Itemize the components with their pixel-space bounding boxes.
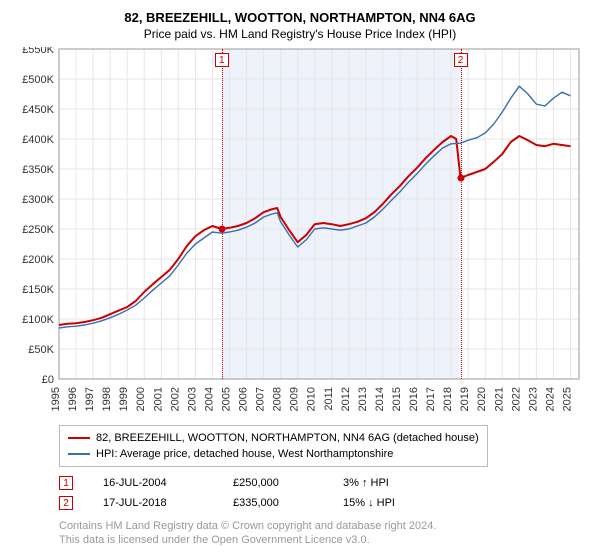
- legend-label: HPI: Average price, detached house, West…: [96, 446, 393, 462]
- svg-text:2013: 2013: [357, 387, 369, 411]
- sale-marker-box: 1: [59, 476, 73, 490]
- svg-text:1998: 1998: [101, 387, 113, 411]
- svg-text:2002: 2002: [169, 387, 181, 411]
- svg-text:2009: 2009: [289, 387, 301, 411]
- svg-text:2020: 2020: [476, 387, 488, 411]
- svg-text:2003: 2003: [186, 387, 198, 411]
- svg-text:£0: £0: [42, 374, 54, 386]
- marker-line: [222, 49, 223, 379]
- svg-text:£50K: £50K: [28, 344, 54, 356]
- svg-text:2016: 2016: [408, 387, 420, 411]
- svg-text:2006: 2006: [238, 387, 250, 411]
- svg-text:2025: 2025: [561, 387, 573, 411]
- svg-text:£400K: £400K: [22, 134, 54, 146]
- legend-swatch: [68, 453, 90, 455]
- sale-price: £335,000: [233, 497, 313, 509]
- sale-row: 1 16-JUL-2004 £250,000 3% ↑ HPI: [59, 473, 586, 493]
- svg-text:£150K: £150K: [22, 284, 54, 296]
- svg-text:2012: 2012: [340, 387, 352, 411]
- sale-delta: 3% ↑ HPI: [343, 477, 389, 489]
- license-text: Contains HM Land Registry data © Crown c…: [59, 519, 586, 547]
- svg-text:£350K: £350K: [22, 164, 54, 176]
- svg-text:2000: 2000: [135, 387, 147, 411]
- svg-text:2010: 2010: [306, 387, 318, 411]
- svg-text:1995: 1995: [50, 387, 62, 411]
- chart-svg: £0 £50K £100K £150K £200K £250K £300K £350K £400…: [14, 47, 585, 417]
- marker-box: 2: [454, 53, 468, 67]
- svg-text:£450K: £450K: [22, 104, 54, 116]
- svg-text:£100K: £100K: [22, 314, 54, 326]
- svg-text:2004: 2004: [203, 387, 215, 411]
- sale-date: 17-JUL-2018: [103, 497, 203, 509]
- sale-date: 16-JUL-2004: [103, 477, 203, 489]
- svg-text:2022: 2022: [510, 387, 522, 411]
- svg-text:£500K: £500K: [22, 74, 54, 86]
- svg-text:2021: 2021: [493, 387, 505, 411]
- license-line: This data is licensed under the Open Gov…: [59, 533, 586, 547]
- license-line: Contains HM Land Registry data © Crown c…: [59, 519, 586, 533]
- sale-delta: 15% ↓ HPI: [343, 497, 395, 509]
- svg-text:2008: 2008: [272, 387, 284, 411]
- marker-dot: [218, 226, 225, 233]
- legend-row: HPI: Average price, detached house, West…: [68, 446, 479, 462]
- svg-text:2005: 2005: [220, 387, 232, 411]
- svg-text:£200K: £200K: [22, 254, 54, 266]
- legend-label: 82, BREEZEHILL, WOOTTON, NORTHAMPTON, NN…: [96, 430, 479, 446]
- svg-text:2015: 2015: [391, 387, 403, 411]
- svg-text:1997: 1997: [84, 387, 96, 411]
- svg-text:1996: 1996: [67, 387, 79, 411]
- svg-text:£250K: £250K: [22, 224, 54, 236]
- svg-text:£300K: £300K: [22, 194, 54, 206]
- sale-price: £250,000: [233, 477, 313, 489]
- page-title: 82, BREEZEHILL, WOOTTON, NORTHAMPTON, NN…: [14, 10, 586, 25]
- sale-marker-box: 2: [59, 496, 73, 510]
- chart-legend: 82, BREEZEHILL, WOOTTON, NORTHAMPTON, NN…: [59, 425, 488, 467]
- svg-text:2014: 2014: [374, 387, 386, 411]
- price-chart: £0 £50K £100K £150K £200K £250K £300K £350K £400…: [14, 47, 585, 417]
- legend-swatch: [68, 437, 90, 439]
- svg-text:2017: 2017: [425, 387, 437, 411]
- svg-text:2019: 2019: [459, 387, 471, 411]
- svg-text:2023: 2023: [527, 387, 539, 411]
- sale-row: 2 17-JUL-2018 £335,000 15% ↓ HPI: [59, 493, 586, 513]
- marker-dot: [457, 175, 464, 182]
- svg-text:2018: 2018: [442, 387, 454, 411]
- svg-text:2024: 2024: [544, 387, 556, 411]
- svg-text:2001: 2001: [152, 387, 164, 411]
- page-subtitle: Price paid vs. HM Land Registry's House …: [14, 27, 586, 41]
- svg-text:2011: 2011: [323, 387, 335, 411]
- marker-line: [461, 49, 462, 379]
- marker-box: 1: [215, 53, 229, 67]
- legend-row: 82, BREEZEHILL, WOOTTON, NORTHAMPTON, NN…: [68, 430, 479, 446]
- svg-text:2007: 2007: [255, 387, 267, 411]
- sales-table: 1 16-JUL-2004 £250,000 3% ↑ HPI 2 17-JUL-2018…: [59, 473, 586, 513]
- svg-text:1999: 1999: [118, 387, 130, 411]
- svg-text:£550K: £550K: [22, 47, 54, 56]
